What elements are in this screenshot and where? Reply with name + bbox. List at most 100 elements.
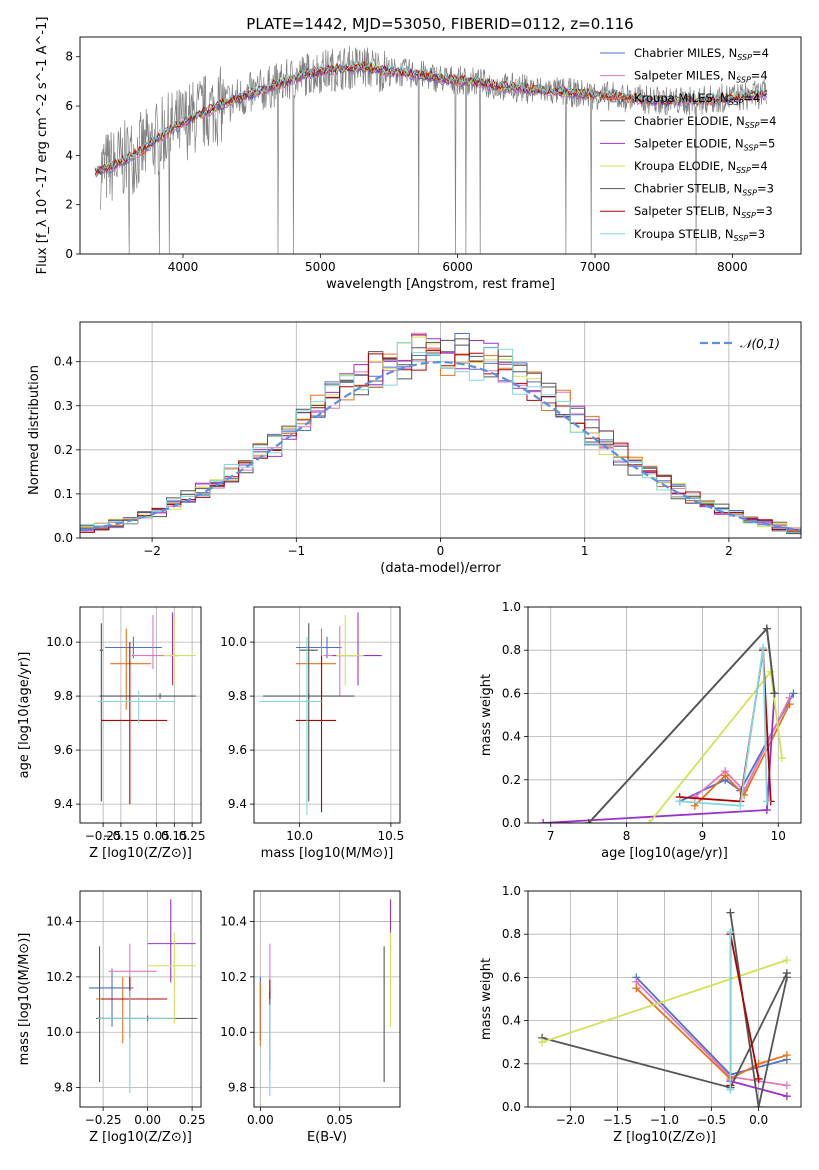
x-axis-label: wavelength [Angstrom, rest frame]: [326, 277, 555, 292]
figure-title: PLATE=1442, MJD=53050, FIBERID=0112, z=0…: [246, 15, 633, 33]
histogram-6: [80, 341, 801, 535]
x-tick-label: 10: [771, 829, 786, 843]
y-tick-label: 0: [65, 247, 73, 261]
y-tick-label: 9.8: [54, 1081, 73, 1095]
legend-entry: Kroupa STELIB, NSSP=3: [634, 227, 765, 243]
panel-mass_vs_Z: −0.25 0.00 0.25 9.8 10.0 10.2 10.4 Z [log10(Z/Z…: [17, 890, 205, 1145]
weight-marker: [762, 624, 771, 633]
x-tick-label: 0: [437, 544, 445, 558]
x-tick-label: 8: [623, 829, 631, 843]
weight-marker: [785, 700, 794, 709]
y-tick-label: 2: [65, 198, 73, 212]
x-tick-label: 10.0: [286, 829, 313, 843]
observed-spectrum: [100, 46, 767, 254]
weight-line-4: [730, 1080, 788, 1098]
model-spectrum-8: [94, 61, 767, 172]
y-tick-label: 0.4: [502, 730, 521, 744]
x-axis-label: E(B-V): [307, 1130, 347, 1145]
weight-line-6: [729, 912, 788, 1107]
legend-entry: Kroupa MILES, NSSP=4: [634, 91, 760, 107]
weight-marker: [762, 806, 771, 815]
x-axis-label: Z [log10(Z/Z⊙)]: [613, 1130, 716, 1145]
x-tick-label: −0.25: [85, 829, 122, 843]
weight-marker: [778, 754, 787, 763]
plot-area: [94, 46, 768, 254]
x-axis-label: (data-model)/error: [380, 561, 501, 576]
y-tick-label: 0.6: [502, 686, 521, 700]
weight-marker: [782, 1081, 791, 1090]
x-tick-label: 6000: [442, 260, 473, 274]
x-tick-label: 0.00: [134, 1113, 161, 1127]
x-tick-label: 4000: [168, 260, 199, 274]
spectrum-legend: Chabrier MILES, NSSP=4 Salpeter MILES, NS…: [600, 46, 776, 243]
panel-mass_vs_EBV: 0.00 0.05 9.8 10.0 10.2 10.4 E(B-V): [220, 890, 401, 1145]
y-tick-label: 10.0: [220, 635, 247, 649]
model-spectrum-7: [94, 61, 768, 174]
x-tick-label: −2: [143, 544, 161, 558]
y-tick-label: 10.4: [220, 914, 247, 928]
plot-area: [259, 899, 392, 1096]
x-tick-label: −1.5: [603, 1113, 632, 1127]
x-tick-label: −1: [287, 544, 305, 558]
x-tick-label: 2: [725, 544, 733, 558]
panel-spectrum: 4000 5000 6000 7000 8000 0 2 4 6 8 wavelength [Ang…: [35, 17, 802, 292]
weight-marker: [770, 689, 779, 698]
weight-marker: [782, 956, 791, 965]
y-tick-label: 9.4: [228, 797, 247, 811]
x-tick-label: 0.25: [179, 829, 206, 843]
x-tick-label: 9: [699, 829, 707, 843]
plot-area: [80, 332, 801, 535]
panel-age_vs_mass: 10.0 10.5 9.4 9.6 9.8 10.0 mass [log10(M/M⊙)]: [220, 606, 405, 861]
weight-marker: [782, 1051, 791, 1060]
axes-frame: [79, 36, 802, 255]
y-tick-label: 10.2: [46, 970, 73, 984]
axes-frame: [79, 606, 202, 824]
x-tick-label: −2.0: [556, 1113, 585, 1127]
y-tick-label: 10.0: [220, 1025, 247, 1039]
plot-area: [97, 612, 196, 805]
panel-weight_vs_age: 7 8 9 10 0.0 0.2 0.4 0.6 0.8 1.0 age [log10(age/yr…: [479, 600, 802, 861]
panel-weight_vs_Z: −2.0 −1.5 −1.0 −0.5 0.0 0.0 0.2 0.4 0.6 0.8 1.0 Z […: [479, 884, 802, 1145]
legend-entry: Chabrier MILES, NSSP=4: [634, 46, 769, 62]
y-tick-label: 0.0: [54, 531, 73, 545]
y-tick-label: 4: [65, 148, 73, 162]
legend-entry: Chabrier STELIB, NSSP=3: [634, 182, 774, 198]
x-tick-label: −0.25: [85, 1113, 122, 1127]
weight-marker: [736, 801, 745, 810]
y-tick-label: 0.3: [54, 399, 73, 413]
weight-marker: [754, 1103, 763, 1107]
y-tick-label: 10.2: [220, 970, 247, 984]
y-tick-label: 0.6: [502, 970, 521, 984]
x-tick-label: −0.5: [697, 1113, 726, 1127]
y-tick-label: 8: [65, 50, 73, 64]
x-axis-label: Z [log10(Z/Z⊙)]: [89, 846, 192, 861]
weight-marker: [754, 1074, 763, 1083]
weight-line-2: [694, 703, 791, 807]
x-tick-label: 0.05: [143, 829, 170, 843]
x-tick-label: 10.5: [378, 829, 405, 843]
weight-marker: [726, 928, 735, 937]
weight-marker: [645, 819, 654, 823]
x-tick-label: 7000: [580, 260, 611, 274]
x-tick-label: 0.00: [247, 1113, 274, 1127]
weight-marker: [782, 973, 791, 982]
weight-marker: [632, 984, 641, 993]
y-axis-label: mass weight: [479, 958, 494, 1040]
axes-frame: [527, 606, 802, 824]
plot-area: [539, 624, 798, 823]
legend-entry: Chabrier ELODIE, NSSP=4: [634, 114, 776, 130]
y-tick-label: 9.6: [228, 743, 247, 757]
x-axis-label: mass [log10(M/M⊙)]: [261, 846, 394, 861]
plot-area: [538, 908, 791, 1107]
y-axis-label: age [log10(age/yr)]: [17, 652, 32, 779]
x-tick-label: 1: [581, 544, 589, 558]
normal-reference-curve: [80, 360, 801, 532]
axes-frame: [253, 606, 401, 824]
x-tick-label: 0.15: [161, 829, 188, 843]
y-tick-label: 9.8: [228, 1081, 247, 1095]
weight-marker: [538, 1038, 547, 1047]
weight-marker: [584, 819, 593, 823]
weight-marker: [759, 644, 768, 653]
weight-marker: [675, 797, 684, 806]
reference-legend-label: 𝒩(0,1): [740, 337, 780, 351]
